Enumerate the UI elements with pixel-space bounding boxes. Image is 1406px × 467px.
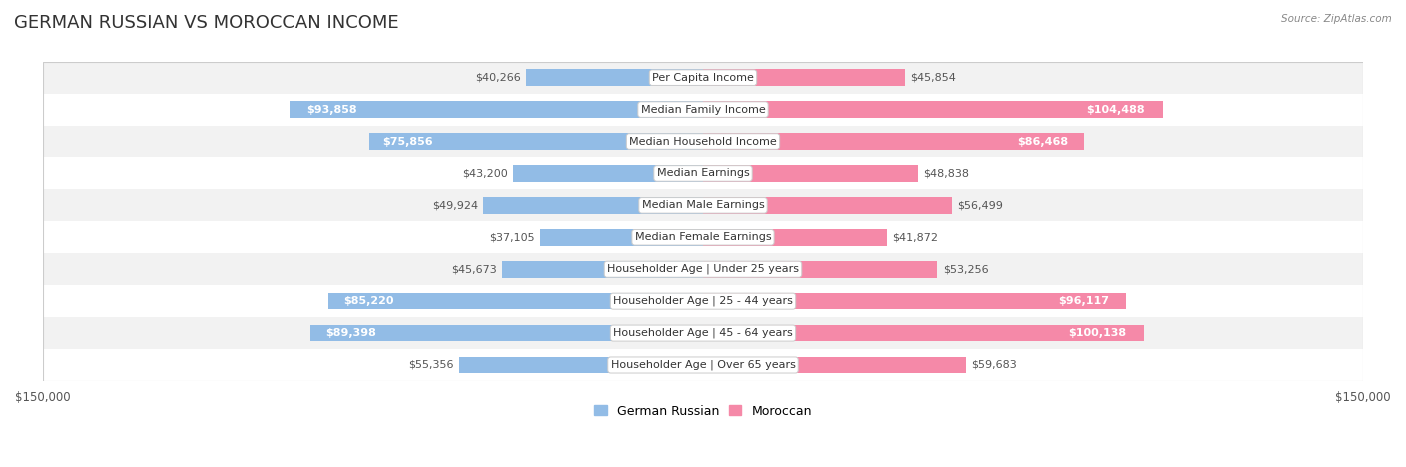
- Bar: [703, 325, 1143, 341]
- Bar: [513, 165, 703, 182]
- Text: $85,220: $85,220: [343, 296, 394, 306]
- Bar: [703, 261, 938, 277]
- Text: Per Capita Income: Per Capita Income: [652, 73, 754, 83]
- Text: $86,468: $86,468: [1017, 136, 1069, 147]
- Bar: [460, 357, 703, 373]
- Text: $43,200: $43,200: [461, 169, 508, 178]
- Text: Householder Age | Over 65 years: Householder Age | Over 65 years: [610, 360, 796, 370]
- Text: $37,105: $37,105: [489, 232, 534, 242]
- Text: $40,266: $40,266: [475, 73, 520, 83]
- Bar: [290, 101, 703, 118]
- Text: Median Family Income: Median Family Income: [641, 105, 765, 114]
- Text: Householder Age | 25 - 44 years: Householder Age | 25 - 44 years: [613, 296, 793, 306]
- Bar: [309, 325, 703, 341]
- Bar: [42, 285, 1364, 317]
- Text: $59,683: $59,683: [972, 360, 1017, 370]
- Bar: [703, 101, 1163, 118]
- Bar: [703, 293, 1126, 310]
- Bar: [703, 70, 905, 86]
- Text: Median Male Earnings: Median Male Earnings: [641, 200, 765, 210]
- Bar: [42, 126, 1364, 157]
- Bar: [42, 93, 1364, 126]
- Bar: [703, 197, 952, 214]
- Text: $55,356: $55,356: [409, 360, 454, 370]
- Text: $41,872: $41,872: [893, 232, 939, 242]
- Text: Source: ZipAtlas.com: Source: ZipAtlas.com: [1281, 14, 1392, 24]
- Text: Householder Age | 45 - 64 years: Householder Age | 45 - 64 years: [613, 328, 793, 338]
- Text: Householder Age | Under 25 years: Householder Age | Under 25 years: [607, 264, 799, 275]
- Bar: [703, 133, 1084, 150]
- Text: $93,858: $93,858: [307, 105, 357, 114]
- Text: $45,854: $45,854: [910, 73, 956, 83]
- Text: $75,856: $75,856: [382, 136, 433, 147]
- Bar: [42, 190, 1364, 221]
- Legend: German Russian, Moroccan: German Russian, Moroccan: [589, 400, 817, 423]
- Text: Median Household Income: Median Household Income: [628, 136, 778, 147]
- Bar: [42, 349, 1364, 381]
- Text: $89,398: $89,398: [325, 328, 377, 338]
- Text: $96,117: $96,117: [1059, 296, 1109, 306]
- Bar: [42, 221, 1364, 253]
- Bar: [42, 62, 1364, 93]
- Bar: [526, 70, 703, 86]
- Bar: [502, 261, 703, 277]
- Bar: [42, 157, 1364, 190]
- Text: Median Earnings: Median Earnings: [657, 169, 749, 178]
- Text: $53,256: $53,256: [942, 264, 988, 274]
- Bar: [42, 317, 1364, 349]
- Text: Median Female Earnings: Median Female Earnings: [634, 232, 772, 242]
- Text: $48,838: $48,838: [924, 169, 969, 178]
- Text: $45,673: $45,673: [451, 264, 496, 274]
- Text: $56,499: $56,499: [957, 200, 1002, 210]
- Bar: [42, 253, 1364, 285]
- Bar: [540, 229, 703, 246]
- Text: $100,138: $100,138: [1069, 328, 1126, 338]
- Bar: [703, 165, 918, 182]
- Bar: [484, 197, 703, 214]
- Bar: [703, 357, 966, 373]
- Bar: [328, 293, 703, 310]
- Bar: [370, 133, 703, 150]
- Text: $49,924: $49,924: [432, 200, 478, 210]
- Bar: [703, 229, 887, 246]
- Text: $104,488: $104,488: [1085, 105, 1144, 114]
- Text: GERMAN RUSSIAN VS MOROCCAN INCOME: GERMAN RUSSIAN VS MOROCCAN INCOME: [14, 14, 399, 32]
